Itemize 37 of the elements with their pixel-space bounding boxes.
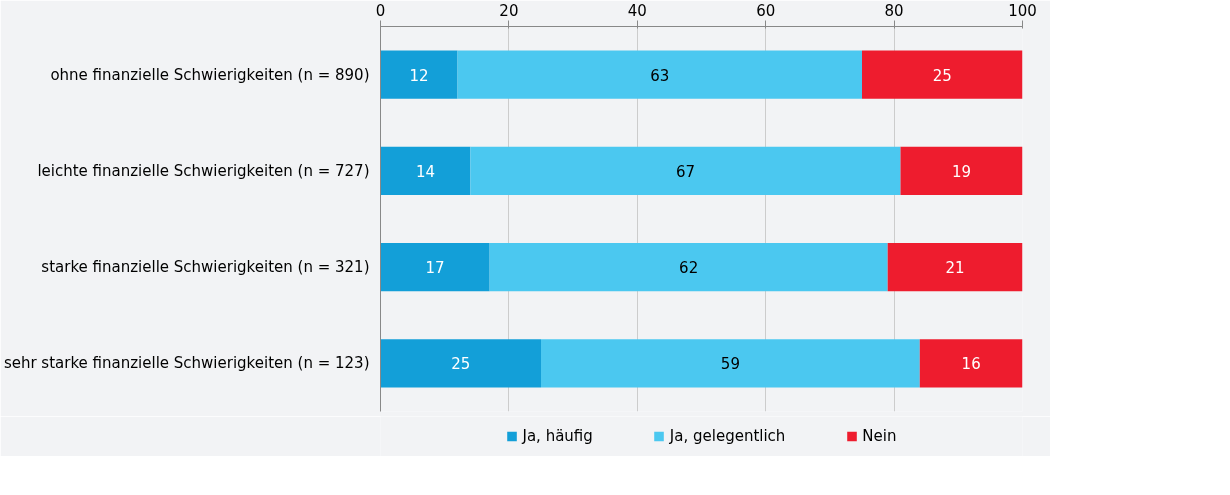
data-label: 19	[951, 162, 972, 181]
bar	[919, 339, 1023, 388]
x-tick-label: 60	[756, 1, 776, 20]
bar	[862, 50, 1023, 99]
bar	[380, 50, 458, 99]
data-label: 67	[675, 162, 695, 181]
y-tick-label: ohne finanzielle Schwierigkeiten (n = 890)	[50, 65, 370, 84]
data-label: 21	[945, 259, 965, 278]
x-tick-label: 80	[884, 1, 904, 20]
bar	[489, 243, 888, 292]
data-label: 63	[650, 66, 670, 85]
legend-label: Ja, häufig	[522, 427, 593, 445]
data-label: 17	[425, 259, 445, 278]
data-label: 59	[720, 355, 740, 374]
y-tick-label: starke finanzielle Schwierigkeiten (n = 321)	[41, 258, 370, 277]
data-label: 14	[415, 162, 435, 181]
x-tick-label: 0	[375, 1, 386, 20]
legend-label: Ja, gelegentlich	[669, 427, 786, 445]
data-label: 62	[679, 259, 699, 278]
data-label: 12	[409, 66, 429, 85]
bar	[541, 339, 920, 388]
x-tick-label: 20	[499, 1, 519, 20]
x-tick-label: 100	[1008, 1, 1037, 20]
bar	[887, 243, 1023, 292]
y-tick-label: sehr starke finanzielle Schwierigkeiten (n = 123)	[3, 354, 370, 373]
legend-label: Nein	[862, 427, 897, 445]
bar	[457, 50, 862, 99]
bar	[380, 243, 490, 292]
bar	[900, 146, 1023, 195]
bar	[380, 146, 471, 195]
data-label: 25	[451, 355, 471, 374]
data-label: 25	[932, 66, 952, 85]
y-tick-label: leichte finanzielle Schwierigkeiten (n = 727)	[37, 161, 370, 180]
bar	[380, 339, 541, 388]
x-tick-label: 40	[627, 1, 647, 20]
bar	[470, 146, 901, 195]
data-label: 16	[961, 355, 981, 374]
